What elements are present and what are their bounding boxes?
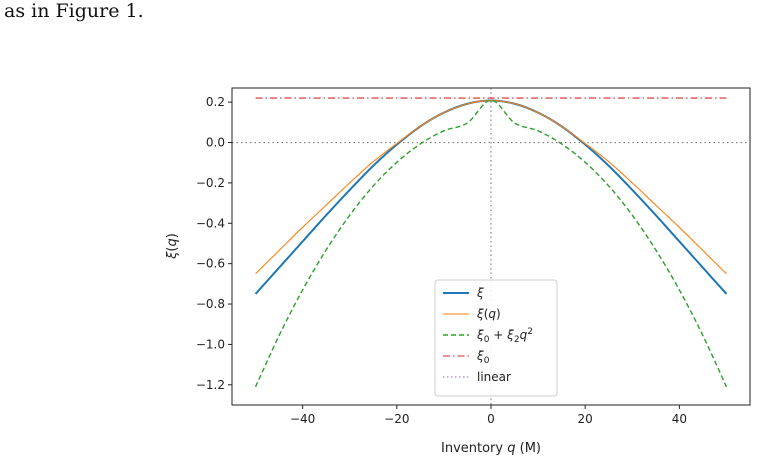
- series-layer: [254, 97, 728, 388]
- legend-label-2: ξ0 + ξ2q2: [476, 327, 533, 345]
- y-tick-label: −0.6: [196, 257, 225, 271]
- y-tick-label: −0.4: [196, 216, 225, 230]
- y-tick-label: −0.2: [196, 176, 225, 190]
- x-tick-label: 40: [672, 412, 687, 426]
- x-axis-ticks: −40 −20 0 20 40: [290, 405, 687, 426]
- y-tick-label: −0.8: [196, 297, 225, 311]
- x-tick-label: −40: [290, 412, 315, 426]
- legend-label-4: linear: [477, 370, 511, 384]
- reference-lines: [232, 88, 750, 405]
- x-tick-label: 0: [487, 412, 495, 426]
- y-axis-label: ξ(q): [165, 233, 180, 260]
- y-tick-label: 0.2: [206, 95, 225, 109]
- y-tick-label: −1.0: [196, 337, 225, 351]
- legend-label-1: ξ(q): [476, 307, 501, 321]
- y-axis-ticks: 0.2 0.0 −0.2 −0.4 −0.6 −0.8 −1.0 −1.2: [196, 95, 232, 392]
- x-axis-label: Inventory q (M): [441, 441, 541, 456]
- legend-label-3: ξ0: [476, 349, 490, 366]
- legend-label-0: ξ: [476, 286, 484, 300]
- x-tick-label: −20: [384, 412, 409, 426]
- legend-box: [434, 279, 558, 397]
- legend: ξ ξ(q) ξ0 + ξ2q2 ξ0 linear: [434, 279, 558, 397]
- series-line-1: [255, 99, 727, 275]
- y-tick-label: 0.0: [206, 136, 225, 150]
- figure-caption-text: as in Figure 1.: [4, 0, 144, 22]
- x-tick-label: 20: [578, 412, 593, 426]
- y-tick-label: −1.2: [196, 378, 225, 392]
